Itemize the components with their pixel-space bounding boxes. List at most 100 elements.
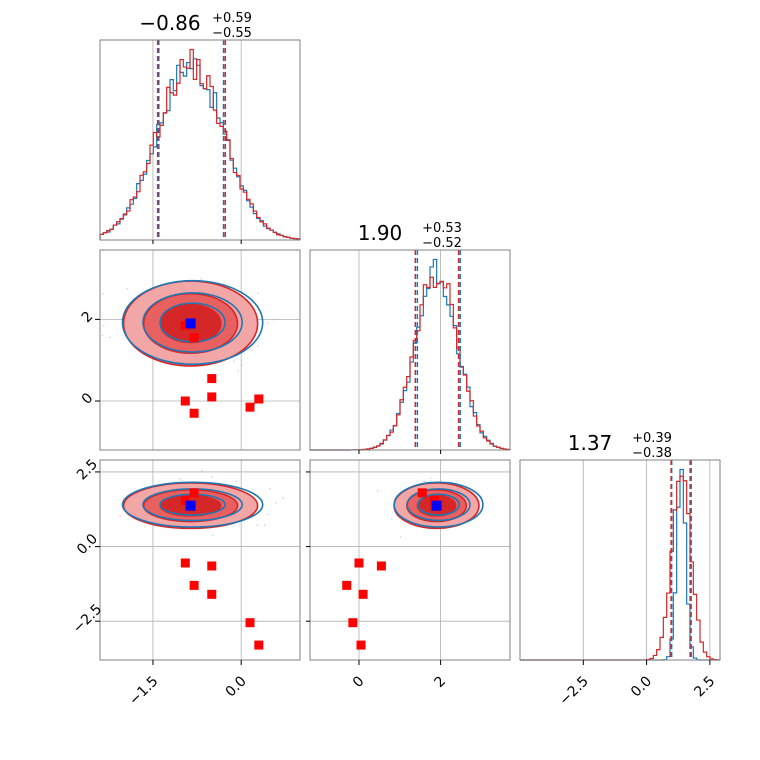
hist-blue <box>99 58 301 240</box>
hist-blue <box>310 258 511 451</box>
scatter-dot <box>267 512 270 515</box>
panel-title-minus-param2: −0.38 <box>632 446 672 461</box>
contour-blue-level <box>121 481 264 528</box>
scatter-dot <box>233 360 236 363</box>
scatter-dot <box>268 487 271 490</box>
panel-frame <box>309 249 511 451</box>
contour-blue-level <box>417 493 460 516</box>
contour-blue-level <box>142 292 243 353</box>
panel-title-plus-param1: +0.53 <box>422 221 462 236</box>
scatter-dot <box>235 480 238 482</box>
contour-blue-level <box>121 279 264 366</box>
hist-red <box>99 48 301 240</box>
scatter-dot <box>257 345 260 347</box>
contour-panel-0-1 <box>99 249 301 451</box>
red-point <box>189 488 199 498</box>
scatter-dot <box>102 292 104 295</box>
red-point <box>354 558 364 568</box>
panel-title-param1: 1.90 <box>358 221 403 245</box>
panel-frame <box>519 459 721 661</box>
x-tick-label: 2.5 <box>691 673 718 700</box>
contour-panel-1-2 <box>309 459 511 661</box>
panel-title-param0: −0.86 <box>139 11 200 35</box>
panel-title-plus-param2: +0.39 <box>632 431 672 446</box>
red-point <box>189 580 199 590</box>
scatter-dot <box>240 364 243 366</box>
scatter-dot <box>423 480 426 483</box>
red-point <box>189 333 199 343</box>
red-point <box>356 640 366 650</box>
red-point <box>417 488 427 498</box>
red-point <box>180 396 190 406</box>
scatter-dot <box>119 515 122 517</box>
red-point <box>342 580 352 590</box>
scatter-dot <box>178 477 181 480</box>
red-point <box>207 392 217 402</box>
x-tick-label: 2 <box>432 673 450 691</box>
scatter-dot <box>237 370 240 373</box>
scatter-dot <box>390 518 393 521</box>
contour-blue-level <box>393 481 484 528</box>
x-tick-label: −1.5 <box>126 673 161 708</box>
scatter-dot <box>257 292 260 295</box>
scatter-dot <box>282 497 285 500</box>
panel-title-minus-param1: −0.52 <box>422 236 462 251</box>
red-point <box>376 561 386 571</box>
y-tick-label: 0.0 <box>74 531 101 558</box>
scatter-dot <box>272 318 275 321</box>
scatter-dot <box>108 336 111 339</box>
truth-point <box>185 318 196 329</box>
scatter-dot <box>211 475 213 478</box>
y-tick-label: 2.5 <box>74 456 101 483</box>
scatter-dot <box>399 536 402 538</box>
scatter-dot <box>263 524 266 527</box>
scatter-dot <box>180 479 183 482</box>
red-point <box>180 321 190 331</box>
x-tick-label: 0 <box>350 673 368 691</box>
truth-point <box>431 500 442 511</box>
x-tick-label: 0.0 <box>628 673 655 700</box>
contour-blue-level <box>406 488 471 522</box>
y-tick-label: 2 <box>79 308 97 326</box>
hist-panel-param0 <box>99 39 301 241</box>
scatter-dot <box>266 321 269 324</box>
contour-panel-0-2 <box>99 459 301 661</box>
red-point <box>429 495 439 505</box>
red-point <box>180 558 190 568</box>
panel-title-minus-param0: −0.55 <box>212 26 252 41</box>
red-point <box>254 640 264 650</box>
red-point <box>358 589 368 599</box>
panel-frame <box>99 249 301 451</box>
red-point <box>207 561 217 571</box>
panel-frame <box>99 39 301 241</box>
scatter-dot <box>102 324 105 327</box>
red-point <box>348 618 358 628</box>
red-point <box>180 495 190 505</box>
red-point <box>207 589 217 599</box>
scatter-dot <box>101 334 104 337</box>
scatter-dot <box>376 489 379 492</box>
panel-frame <box>99 459 301 661</box>
red-point <box>245 618 255 628</box>
hist-panel-param2 <box>519 459 721 661</box>
truth-point <box>185 500 196 511</box>
scatter-dot <box>211 534 214 537</box>
hist-panel-param1 <box>309 249 511 451</box>
panel-frame <box>309 459 511 661</box>
scatter-dot <box>126 287 129 290</box>
x-tick-label: −2.5 <box>556 673 591 708</box>
y-tick-label: 0 <box>79 390 97 408</box>
scatter-dot <box>256 524 259 527</box>
red-point <box>254 394 264 404</box>
red-point <box>189 408 199 418</box>
scatter-dot <box>200 277 203 280</box>
panel-title-param2: 1.37 <box>568 431 613 455</box>
scatter-dot <box>275 502 277 505</box>
red-point <box>245 402 255 412</box>
scatter-dot <box>201 469 204 472</box>
panel-title-plus-param0: +0.59 <box>212 11 252 26</box>
x-tick-label: 0.0 <box>223 673 250 700</box>
scatter-dot <box>429 477 432 480</box>
red-point <box>207 374 217 384</box>
